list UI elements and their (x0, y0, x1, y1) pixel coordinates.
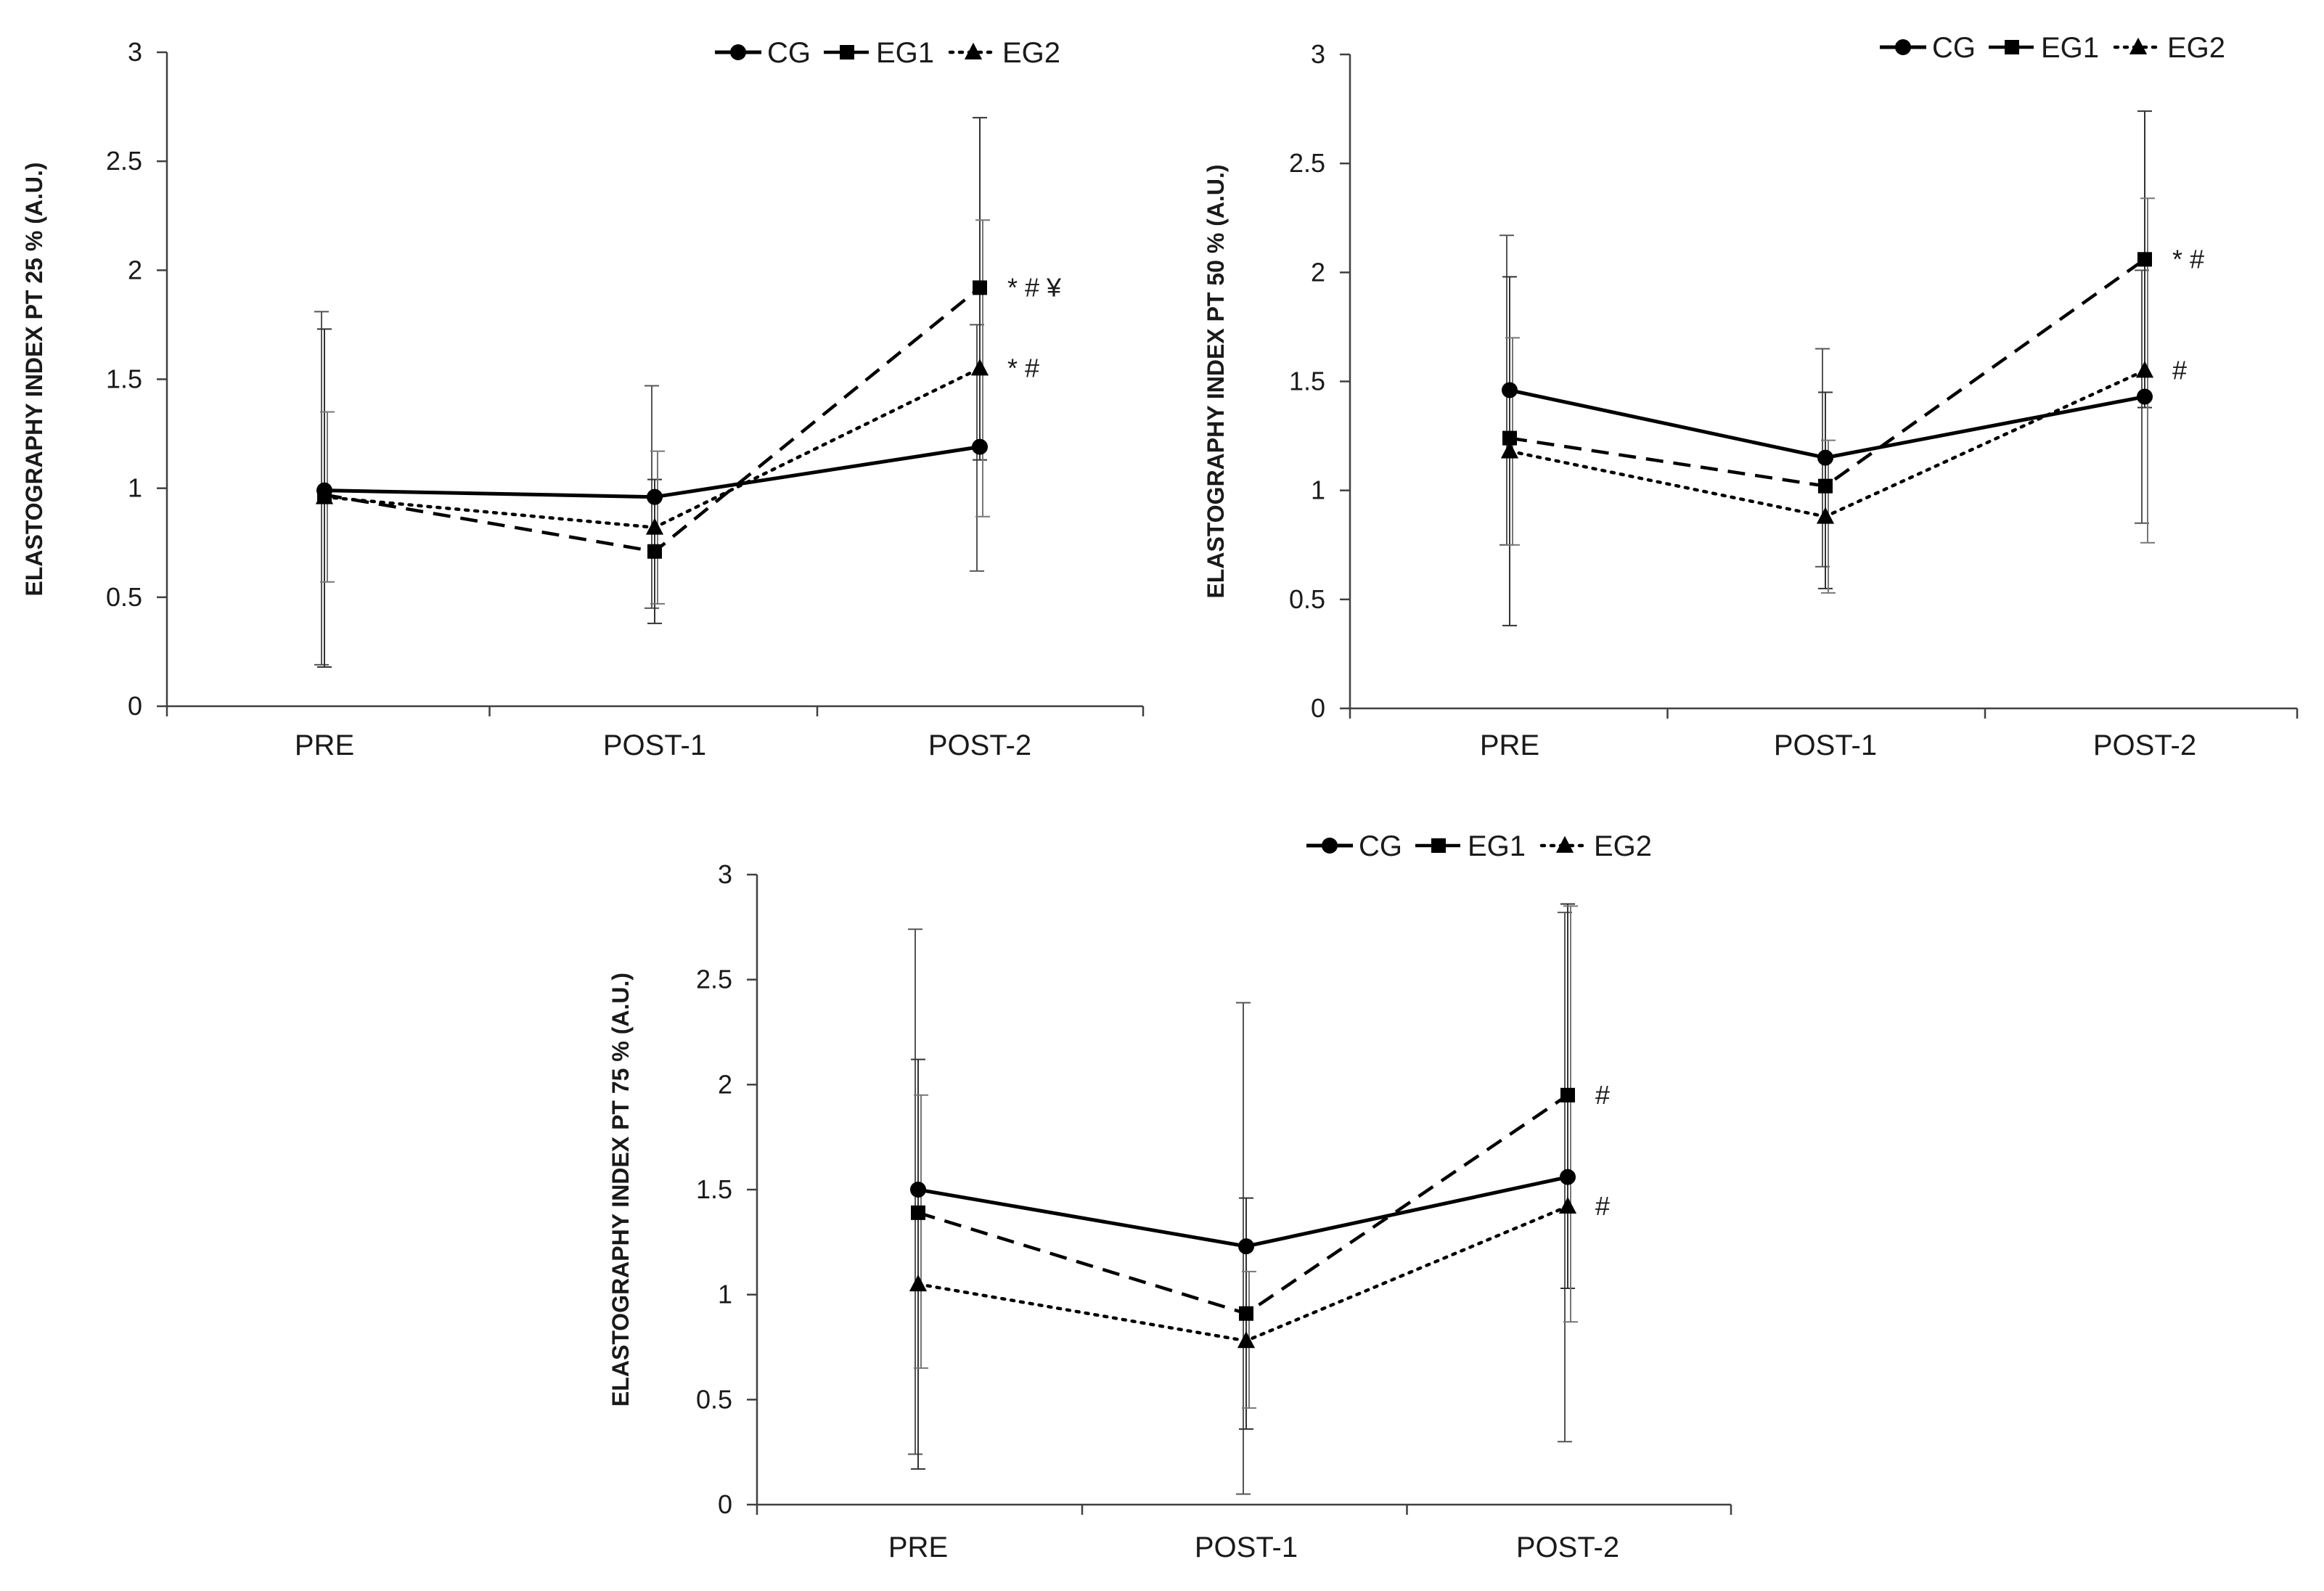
data-point-cg (1560, 1169, 1576, 1185)
y-tick-label: 0.5 (1289, 584, 1325, 614)
y-tick-label: 2.5 (696, 965, 732, 994)
data-point-cg (972, 438, 988, 455)
data-point-eg1 (911, 1205, 925, 1220)
data-point-eg2 (1500, 441, 1519, 459)
data-point-cg (910, 1182, 926, 1198)
legend-marker-eg1 (840, 45, 854, 60)
y-tick-label: 1.5 (1289, 367, 1325, 396)
y-tick-label: 2 (128, 255, 142, 285)
chart-panel-2: 0 0.5 1 1.5 2 2.5 3 PRE POST-1 POST-2 ELASTOGRAPHY… (1203, 32, 2299, 761)
y-axis-title: ELASTOGRAPHY INDEX PT 25 % (A.U.) (21, 162, 47, 596)
legend-label-eg1: EG1 (876, 37, 934, 69)
legend-label-eg2: EG2 (2167, 32, 2225, 64)
data-point-eg1 (2137, 252, 2152, 267)
data-point-cg (647, 488, 663, 505)
data-point-eg1 (1239, 1306, 1253, 1321)
y-tick-label: 0 (128, 691, 142, 721)
x-tick-label: PRE (295, 729, 354, 761)
data-point-eg2 (1237, 1331, 1256, 1349)
y-axis-title: ELASTOGRAPHY INDEX PT 75 % (A.U.) (607, 973, 634, 1407)
data-point-cg (1817, 449, 1833, 466)
data-point-cg (1238, 1238, 1254, 1255)
data-point-eg2 (970, 359, 989, 376)
x-tick-label: POST-1 (1195, 1531, 1298, 1563)
data-point-cg (1502, 382, 1518, 398)
x-tick-label: POST-2 (2093, 729, 2196, 761)
data-point-eg2 (645, 518, 664, 535)
significance-annotation: # (2172, 355, 2187, 385)
legend: CG EG1 EG2 (715, 37, 1060, 69)
y-tick-label: 0.5 (696, 1384, 732, 1414)
legend-label-cg: CG (767, 37, 811, 69)
y-tick-label: 1 (1311, 475, 1325, 505)
legend-marker-eg2 (1555, 835, 1574, 853)
data-point-eg1 (647, 544, 662, 559)
legend-label-cg: CG (1359, 830, 1402, 862)
x-tick-label: POST-2 (1516, 1531, 1619, 1563)
x-tick-label: PRE (1480, 729, 1539, 761)
y-tick-label: 1 (128, 473, 142, 503)
data-point-eg2 (1816, 507, 1835, 524)
data-point-eg2 (315, 487, 334, 504)
legend-marker-eg1 (1431, 838, 1446, 853)
y-tick-label: 1.5 (106, 364, 142, 394)
x-tick-label: POST-1 (1774, 729, 1877, 761)
y-tick-label: 3 (1311, 39, 1325, 69)
data-point-eg1 (1818, 478, 1833, 494)
data-point-eg2 (2135, 361, 2154, 378)
x-tick-label: POST-2 (928, 729, 1031, 761)
significance-annotation: * # ¥ (1007, 272, 1062, 302)
data-point-eg1 (1502, 430, 1517, 446)
y-tick-label: 0 (1311, 693, 1325, 723)
legend-marker-eg1 (2005, 40, 2019, 54)
legend-marker-eg2 (2129, 37, 2148, 54)
data-point-eg1 (1560, 1087, 1575, 1103)
series-line-cg (1509, 388, 2145, 460)
legend-label-eg1: EG1 (2041, 32, 2099, 64)
y-tick-label: 2.5 (1289, 148, 1325, 178)
data-point-eg2 (909, 1275, 928, 1292)
significance-annotation: * # (1007, 353, 1039, 383)
significance-annotation: # (1595, 1191, 1610, 1221)
y-tick-label: 2 (718, 1069, 732, 1099)
y-tick-label: 3 (128, 37, 142, 67)
data-point-eg2 (1558, 1196, 1577, 1214)
data-point-eg1 (973, 280, 987, 295)
legend-label-eg1: EG1 (1468, 830, 1526, 862)
y-tick-label: 1 (718, 1280, 732, 1309)
legend-label-eg2: EG2 (1594, 830, 1652, 862)
chart-panel-3: 0 0.5 1 1.5 2 2.5 3 PRE POST-1 POST-2 ELASTOGRAPHY… (607, 830, 1732, 1563)
y-tick-label: 0.5 (106, 582, 142, 612)
legend-label-cg: CG (1932, 32, 1976, 64)
legend: CG EG1 EG2 (1880, 32, 2225, 64)
legend-marker-cg (1322, 838, 1338, 854)
y-axis-title: ELASTOGRAPHY INDEX PT 50 % (A.U.) (1203, 164, 1229, 598)
legend: CG EG1 EG2 (1306, 830, 1652, 862)
y-tick-label: 2.5 (106, 146, 142, 176)
x-tick-label: PRE (888, 1531, 948, 1563)
y-tick-label: 0 (718, 1489, 732, 1519)
significance-annotation: # (1595, 1080, 1610, 1110)
x-tick-label: POST-1 (603, 729, 706, 761)
y-tick-label: 3 (718, 859, 732, 889)
legend-marker-cg (1895, 39, 1911, 55)
significance-annotation: * # (2172, 244, 2204, 274)
legend-marker-cg (730, 44, 746, 60)
y-tick-label: 2 (1311, 257, 1325, 287)
legend-marker-eg2 (964, 42, 983, 60)
legend-label-eg2: EG2 (1002, 37, 1060, 69)
data-point-cg (2137, 388, 2153, 405)
y-tick-label: 1.5 (696, 1174, 732, 1204)
chart-panel-1: 0 0.5 1 1.5 2 2.5 3 PRE POST-1 POST-2 ELASTOGRAPHY… (21, 37, 1145, 761)
